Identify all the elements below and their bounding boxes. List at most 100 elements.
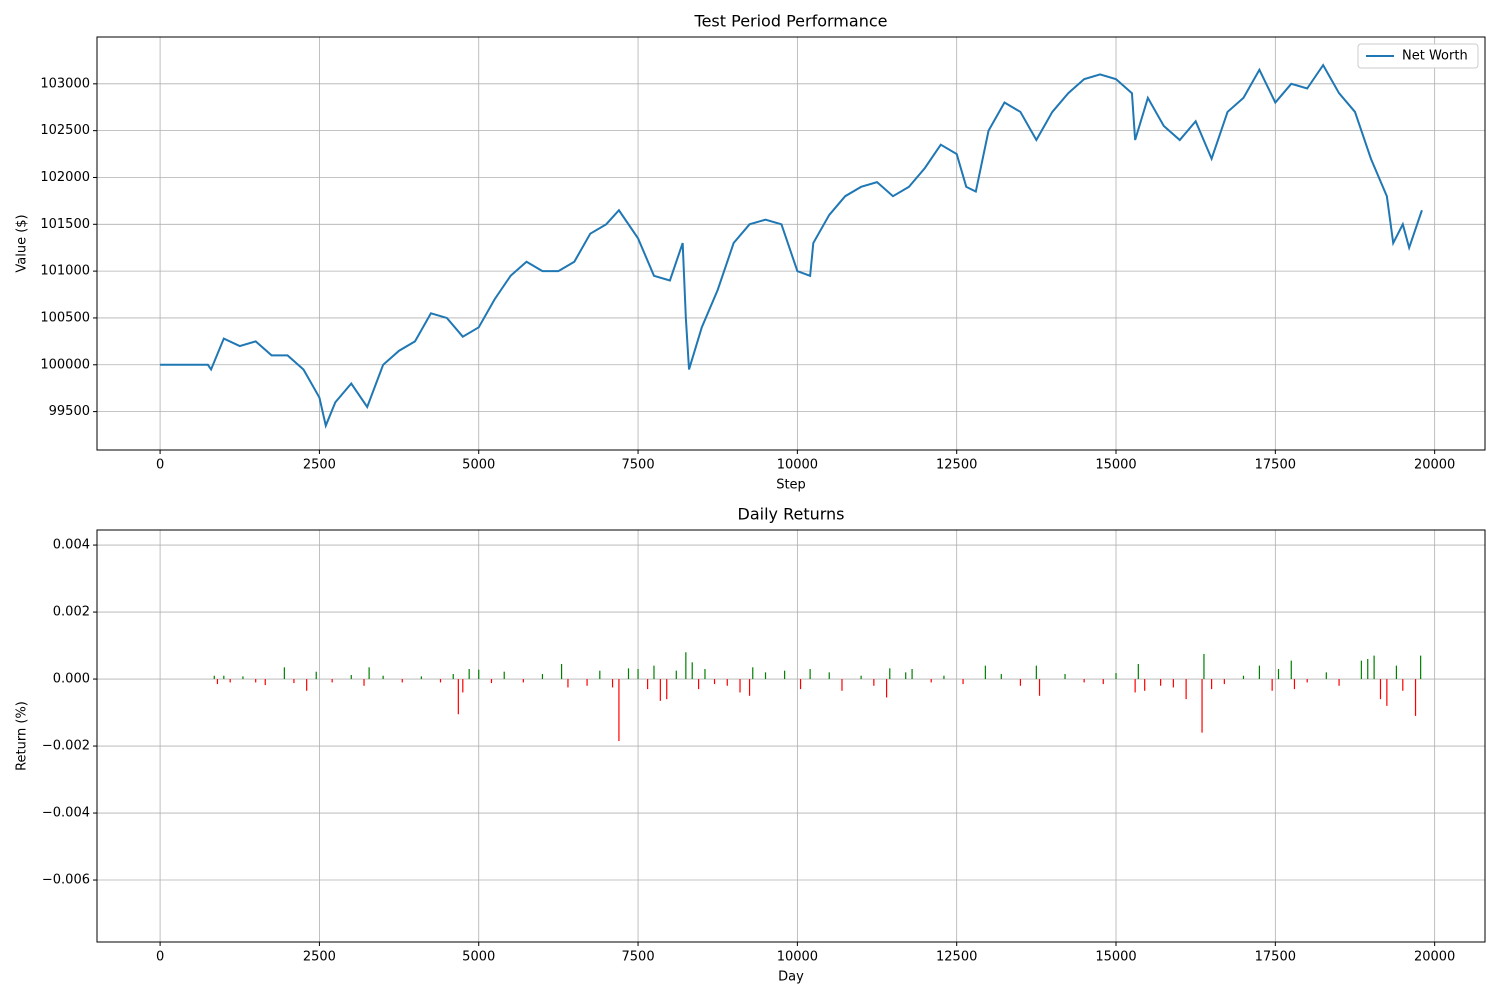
bar [984, 665, 986, 680]
bar [653, 665, 655, 680]
bar [1038, 679, 1041, 696]
bar [567, 679, 569, 688]
bar [1137, 663, 1139, 680]
bar [452, 674, 454, 680]
y-tick-label: 101500 [40, 217, 90, 232]
bar [560, 663, 563, 680]
bar [1306, 679, 1308, 683]
bar [1402, 679, 1404, 691]
bar [1420, 655, 1422, 680]
x-tick-label: 0 [156, 950, 164, 965]
bar [1277, 669, 1280, 680]
y-tick-label: −0.002 [42, 739, 90, 754]
bar [943, 675, 945, 680]
y-tick-label: −0.004 [42, 806, 90, 821]
bar [457, 679, 459, 715]
bar [860, 675, 862, 680]
bar [1379, 679, 1382, 700]
bar [675, 670, 677, 680]
bar [647, 679, 649, 690]
y-tick-label: 0.004 [53, 538, 90, 553]
bar [223, 675, 225, 680]
bar [885, 679, 888, 698]
bar [1367, 658, 1369, 680]
bar [799, 679, 802, 690]
bar [1325, 672, 1327, 680]
x-tick-label: 0 [156, 458, 164, 473]
bar [1386, 679, 1388, 706]
bar [752, 667, 754, 680]
bar [1290, 660, 1292, 680]
bar [216, 679, 219, 685]
bar [697, 679, 700, 690]
bar [627, 668, 630, 680]
axes-frame [96, 36, 1486, 451]
bar [637, 669, 639, 680]
y-tick-label: 101000 [40, 264, 90, 279]
y-tick-label: −0.006 [42, 873, 90, 888]
y-tick-label: 102500 [40, 123, 90, 138]
bar [363, 679, 365, 686]
bar [331, 679, 333, 683]
bar [401, 679, 403, 683]
bar [784, 670, 786, 680]
y-tick-label: 103000 [40, 76, 90, 91]
x-tick-label: 7500 [622, 950, 655, 965]
bar [242, 676, 244, 680]
bar [1083, 679, 1085, 683]
bar [1064, 674, 1066, 680]
bar [685, 652, 687, 680]
bar [659, 679, 661, 701]
x-tick-label: 17500 [1255, 458, 1296, 473]
bar [764, 672, 767, 680]
bar [293, 679, 295, 684]
bar [726, 679, 728, 686]
bar [490, 679, 493, 684]
x-tick-label: 15000 [1095, 458, 1136, 473]
y-tick-label: 0.002 [53, 605, 90, 620]
bar [503, 671, 505, 680]
x-tick-label: 12500 [936, 950, 977, 965]
line [160, 63, 1423, 429]
x-tick-label: 10000 [777, 950, 818, 965]
bar [713, 679, 716, 685]
x-tick-label: 5000 [462, 950, 495, 965]
bar [1201, 679, 1203, 733]
bar [599, 670, 601, 680]
x-tick-label: 15000 [1095, 950, 1136, 965]
bar [586, 679, 588, 686]
bar [420, 676, 422, 680]
bar [1000, 674, 1002, 680]
bar [255, 679, 257, 683]
bar [905, 672, 907, 680]
bar [691, 662, 693, 680]
legend-box [1357, 43, 1479, 69]
bar [1134, 679, 1136, 693]
bar [478, 669, 480, 680]
bar [889, 668, 891, 680]
y-tick-label: 102000 [40, 170, 90, 185]
x-tick-label: 20000 [1414, 458, 1455, 473]
bar [739, 679, 741, 693]
x-tick-label: 2500 [303, 950, 336, 965]
bar [911, 669, 913, 680]
y-axis-label: Value ($) [15, 214, 30, 272]
bar [1242, 675, 1245, 680]
bar [841, 679, 843, 691]
chart-title: Daily Returns [738, 505, 845, 524]
bar [350, 675, 352, 680]
bar [1144, 679, 1146, 691]
bar [873, 679, 875, 686]
x-tick-label: 7500 [622, 458, 655, 473]
bar [213, 675, 215, 680]
bar [748, 679, 751, 696]
x-axis-label: Step [776, 478, 806, 493]
bar [704, 669, 706, 680]
bar [666, 679, 668, 700]
bar [541, 674, 544, 680]
bar [439, 679, 442, 683]
bar [264, 679, 266, 686]
bar [611, 679, 614, 688]
bar [930, 679, 932, 683]
bar [368, 667, 370, 680]
